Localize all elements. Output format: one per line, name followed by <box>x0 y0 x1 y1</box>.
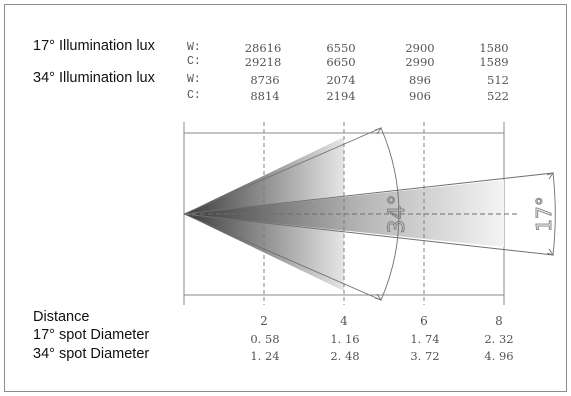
c-code: C: <box>187 89 201 102</box>
beam-34-edge <box>183 213 382 301</box>
angle-34-arc <box>380 127 400 301</box>
lux-value: 8814 <box>250 89 280 103</box>
distance-tick: 2 <box>260 314 268 328</box>
lux-value: 6550 <box>326 41 356 55</box>
lux-value: 512 <box>487 73 509 87</box>
distance-tick: 4 <box>340 314 348 328</box>
illumination-17-label: 17° Illumination lux <box>33 38 155 54</box>
arrowhead-icon <box>546 172 555 180</box>
beam-34-edge <box>183 127 382 215</box>
lux-value: 1580 <box>479 41 509 55</box>
spot-value: 1. 16 <box>330 332 360 346</box>
lux-value: 28616 <box>244 41 282 55</box>
arrowhead-icon <box>546 248 555 256</box>
lux-value: 896 <box>409 73 431 87</box>
w-code: W: <box>187 73 201 86</box>
spot-17-label: 17° spot Diameter <box>33 327 150 343</box>
spot-value: 2. 32 <box>484 332 514 346</box>
lux-value: 2900 <box>405 41 435 55</box>
illumination-34-label: 34° Illumination lux <box>33 70 155 86</box>
spot-value: 0. 58 <box>250 332 280 346</box>
lux-value: 522 <box>487 89 509 103</box>
spot-value: 1. 74 <box>410 332 440 346</box>
angle-17-arc <box>552 172 556 256</box>
lux-value: 29218 <box>244 55 282 69</box>
angle-17-label: 17° <box>532 196 556 231</box>
arrowhead-icon <box>374 127 383 135</box>
lux-value: 2194 <box>326 89 356 103</box>
lux-value: 8736 <box>250 73 280 87</box>
lux-value: 2074 <box>326 73 356 87</box>
spot-value: 4. 96 <box>484 349 514 363</box>
spot-value: 3. 72 <box>410 349 440 363</box>
spot-34-label: 34° spot Diameter <box>33 346 150 362</box>
spot-value: 1. 24 <box>250 349 280 363</box>
spot-value: 2. 48 <box>330 349 360 363</box>
distance-tick: 8 <box>495 314 503 328</box>
w-code: W: <box>187 41 201 54</box>
arrowhead-icon <box>374 293 383 301</box>
lux-value: 906 <box>409 89 431 103</box>
c-code: C: <box>187 55 201 68</box>
distance-tick: 6 <box>420 314 428 328</box>
distance-label: Distance <box>33 309 90 325</box>
angle-34-label: 34° <box>385 195 410 234</box>
lux-value: 1589 <box>479 55 509 69</box>
lux-value: 6650 <box>326 55 356 69</box>
lux-value: 2990 <box>405 55 435 69</box>
beam-17-edge <box>183 172 554 215</box>
beam-17-edge <box>183 213 554 256</box>
